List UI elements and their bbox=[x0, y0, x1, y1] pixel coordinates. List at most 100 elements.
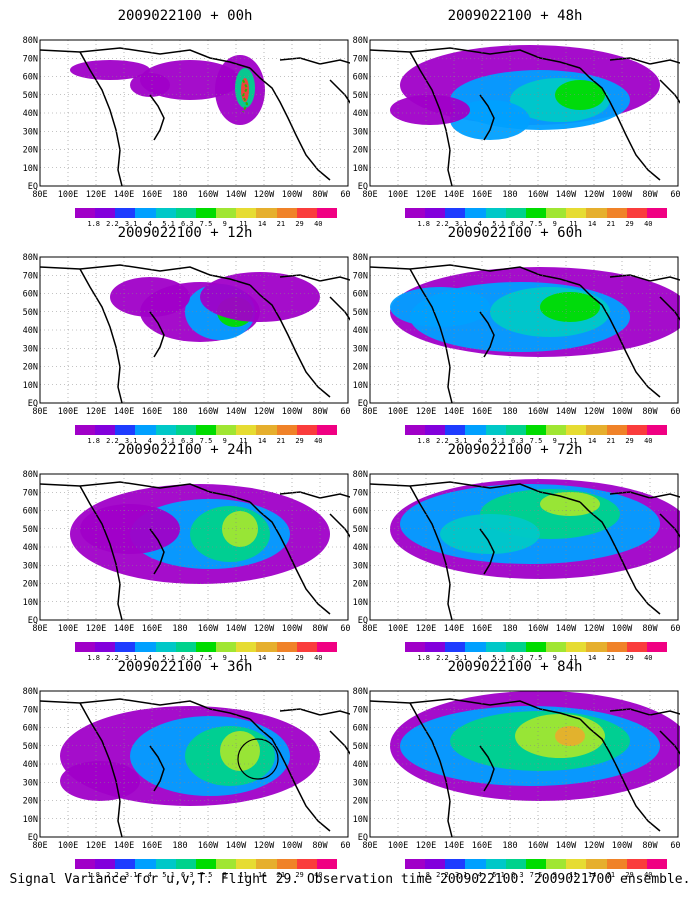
lat-tick-label: 10N bbox=[353, 381, 368, 391]
lat-tick-label: 10N bbox=[353, 598, 368, 608]
lon-tick-label: 100W bbox=[612, 841, 633, 851]
panel-title: 2009022100 + 36h bbox=[117, 659, 253, 675]
lat-tick-label: 30N bbox=[353, 127, 368, 137]
lat-tick-label: 20N bbox=[353, 363, 368, 373]
lat-tick-label: 70N bbox=[23, 705, 38, 715]
lat-tick-label: EQ bbox=[358, 399, 368, 409]
map-svg: 80E 100E 120E 140E 160E 180 160W 140W 120W 100W 80… bbox=[353, 253, 680, 417]
colorbar-swatch bbox=[95, 642, 116, 652]
lat-tick-label: 70N bbox=[353, 54, 368, 64]
colorbar-swatch bbox=[586, 425, 607, 435]
lat-tick-label: 60N bbox=[23, 507, 38, 517]
variance-region bbox=[60, 761, 140, 801]
colorbar-swatch bbox=[425, 208, 446, 218]
colorbar-swatch bbox=[566, 208, 587, 218]
colorbar-swatch bbox=[606, 208, 627, 218]
lon-tick-label: 120E bbox=[86, 841, 106, 851]
colorbar-label: 40 bbox=[314, 220, 323, 228]
lon-tick-label: 180 bbox=[502, 190, 517, 200]
map-svg: 80E 100E 120E 140E 160E 180 160W 140W 120W 100W 80… bbox=[23, 687, 350, 851]
colorbar-label: 6.3 bbox=[180, 437, 194, 445]
colorbar-swatch bbox=[445, 642, 466, 652]
colorbar bbox=[75, 859, 338, 869]
colorbar-label: 9 bbox=[222, 437, 227, 445]
lat-tick-label: 40N bbox=[353, 326, 368, 336]
colorbar-label: 3.1 bbox=[124, 437, 138, 445]
colorbar-label: 6.3 bbox=[510, 220, 524, 228]
lon-tick-label: 80E bbox=[362, 624, 377, 634]
lat-tick-label: 80N bbox=[353, 470, 368, 480]
lon-tick-label: 140W bbox=[556, 407, 577, 417]
colorbar-label: 7.5 bbox=[199, 871, 213, 879]
lat-tick-label: 40N bbox=[23, 109, 38, 119]
variance-map: 80E 100E 120E 140E 160E 180 160W 140W 120W 100W 80… bbox=[350, 687, 680, 857]
colorbar-swatch bbox=[115, 208, 136, 218]
map-panel-36h: 2009022100 + 36h 80E 100E 120E 140E 160E 180 1… bbox=[20, 659, 350, 879]
lat-tick-label: 30N bbox=[23, 561, 38, 571]
lon-tick-label: 100E bbox=[58, 624, 78, 634]
colorbar-label: 5.1 bbox=[492, 654, 505, 662]
colorbar-swatch bbox=[276, 642, 297, 652]
coastline bbox=[369, 264, 581, 286]
colorbar-swatch bbox=[586, 859, 607, 869]
lat-tick-label: 10N bbox=[23, 381, 38, 391]
map-svg: 80E 100E 120E 140E 160E 180 160W 140W 120W 100W 80… bbox=[353, 470, 680, 634]
lon-tick-label: 60W bbox=[670, 407, 680, 417]
colorbar-label: 7.5 bbox=[529, 437, 543, 445]
lon-tick-label: 120W bbox=[254, 407, 275, 417]
colorbar-label: 2.2 bbox=[106, 220, 119, 228]
coastline bbox=[479, 528, 495, 575]
variance-map: 80E 100E 120E 140E 160E 180 160W 140W 120W 100W 80… bbox=[20, 36, 350, 206]
lat-tick-label: 70N bbox=[23, 488, 38, 498]
lat-tick-label: 30N bbox=[23, 778, 38, 788]
lon-tick-label: 160E bbox=[142, 407, 162, 417]
colorbar-swatch bbox=[276, 859, 297, 869]
lon-tick-label: 100W bbox=[282, 190, 303, 200]
colorbar-labels: 1.8 2.2 3.1 4 5.1 6.3 7.5 9 11 14 21 29 40 bbox=[68, 220, 348, 230]
lat-tick-label: 60N bbox=[353, 73, 368, 83]
lon-tick-label: 60W bbox=[340, 190, 350, 200]
colorbar-swatch bbox=[296, 208, 317, 218]
lon-tick-label: 120W bbox=[254, 841, 275, 851]
coastline bbox=[369, 698, 581, 720]
colorbar-label: 2.2 bbox=[436, 437, 449, 445]
colorbar-swatch bbox=[95, 208, 116, 218]
colorbar bbox=[405, 425, 668, 435]
colorbar-label: 11 bbox=[239, 220, 248, 228]
lon-tick-label: 100W bbox=[282, 624, 303, 634]
lat-tick-label: 70N bbox=[23, 54, 38, 64]
colorbar-label: 7.5 bbox=[529, 871, 543, 879]
lat-tick-label: 50N bbox=[23, 91, 38, 101]
colorbar-swatch bbox=[175, 642, 196, 652]
coastline bbox=[249, 501, 331, 615]
lon-tick-label: 120W bbox=[254, 624, 275, 634]
panel-title: 2009022100 + 12h bbox=[117, 225, 253, 241]
colorbar-swatch bbox=[405, 425, 426, 435]
variance-region bbox=[540, 492, 600, 516]
colorbar-label: 7.5 bbox=[199, 220, 213, 228]
coastline bbox=[579, 501, 661, 615]
colorbar-label: 4 bbox=[477, 871, 482, 879]
colorbar-swatch bbox=[316, 859, 338, 869]
colorbar-label: 21 bbox=[276, 437, 286, 445]
colorbar-swatch bbox=[566, 425, 587, 435]
colorbar-label: 11 bbox=[239, 654, 248, 662]
colorbar-swatch bbox=[155, 208, 176, 218]
lon-tick-label: 120W bbox=[584, 841, 605, 851]
colorbar-label: 7.5 bbox=[199, 654, 213, 662]
map-svg: 80E 100E 120E 140E 160E 180 160W 140W 120W 100W 80… bbox=[23, 36, 350, 200]
variance-region bbox=[390, 287, 490, 327]
variance-region bbox=[200, 272, 320, 322]
lat-tick-label: 40N bbox=[23, 760, 38, 770]
lat-tick-label: EQ bbox=[28, 399, 38, 409]
coastline bbox=[249, 67, 331, 181]
lat-tick-label: 40N bbox=[353, 543, 368, 553]
coastline bbox=[369, 481, 581, 503]
lon-tick-label: 120E bbox=[416, 624, 436, 634]
lat-tick-label: EQ bbox=[358, 616, 368, 626]
colorbar-swatch bbox=[135, 208, 156, 218]
colorbar bbox=[75, 425, 338, 435]
colorbar-label: 40 bbox=[644, 871, 653, 879]
panel-title: 2009022100 + 84h bbox=[447, 659, 583, 675]
colorbar-swatch bbox=[425, 859, 446, 869]
